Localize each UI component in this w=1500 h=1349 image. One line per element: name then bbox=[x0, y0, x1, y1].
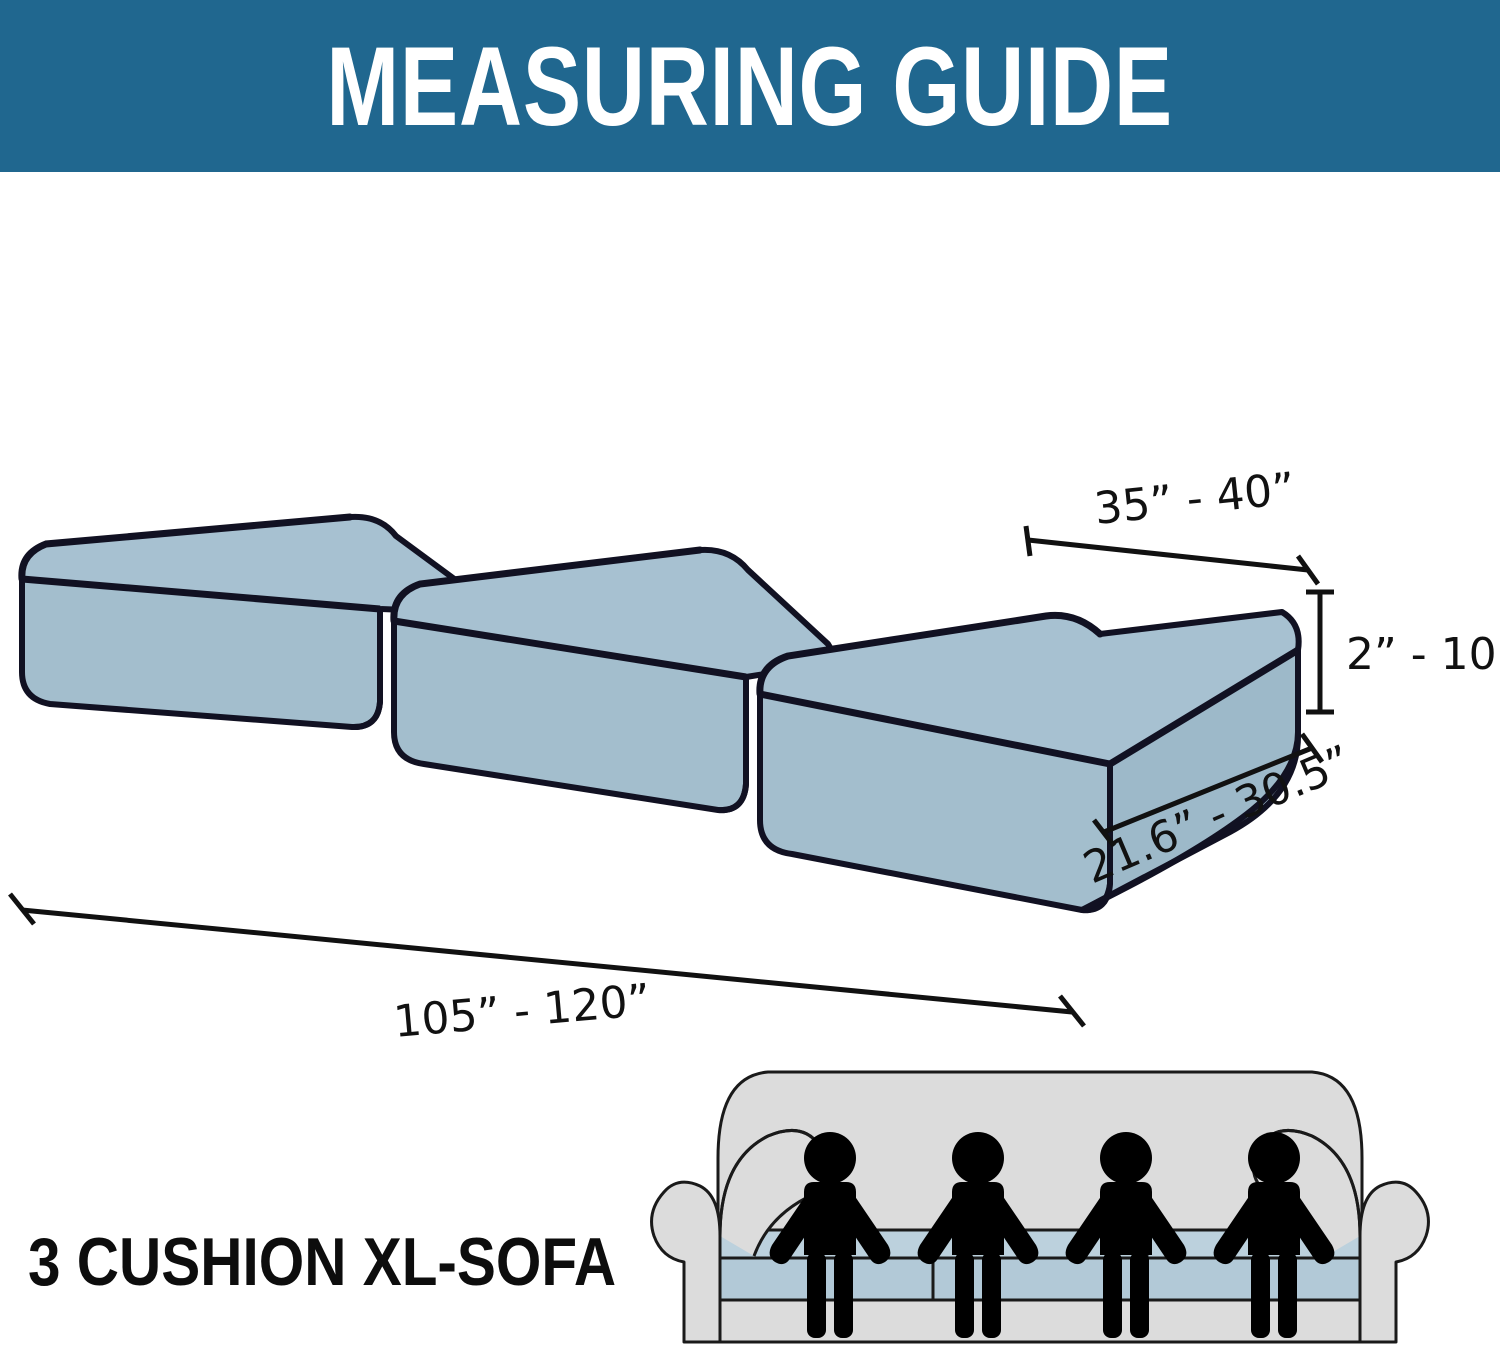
cushion-right bbox=[756, 609, 1302, 914]
dimension-length: 105” - 120” bbox=[8, 892, 1086, 1048]
page-title: MEASURING GUIDE bbox=[326, 24, 1174, 149]
person-figure bbox=[769, 1132, 891, 1338]
person-figure bbox=[1065, 1132, 1187, 1338]
xl-sofa-illustration bbox=[650, 1070, 1430, 1344]
header-banner: MEASURING GUIDE bbox=[0, 0, 1500, 172]
dimension-width-label: 35” - 40” bbox=[1092, 463, 1298, 535]
dimension-width: 35” - 40” bbox=[1023, 463, 1321, 586]
dimension-height-label: 2” - 10” bbox=[1346, 629, 1500, 680]
sofa-arm-left bbox=[650, 1128, 828, 1344]
sofa-caption: 3 CUSHION XL-SOFA bbox=[28, 1224, 617, 1300]
person-group bbox=[769, 1132, 1335, 1338]
dimension-length-label: 105” - 120” bbox=[392, 975, 653, 1048]
cushion-dimension-diagram: 105” - 120” 35” - 40” 2” - 10” 21.6” - 3… bbox=[8, 463, 1500, 1048]
person-figure bbox=[1213, 1132, 1335, 1338]
person-figure bbox=[917, 1132, 1039, 1338]
diagram-area: 105” - 120” 35” - 40” 2” - 10” 21.6” - 3… bbox=[0, 172, 1500, 1052]
bottom-area: 3 CUSHION XL-SOFA bbox=[0, 1040, 1500, 1349]
dimension-height: 2” - 10” bbox=[1306, 589, 1500, 715]
sofa-backrest bbox=[716, 1070, 1364, 1232]
cushion-middle bbox=[390, 546, 835, 814]
